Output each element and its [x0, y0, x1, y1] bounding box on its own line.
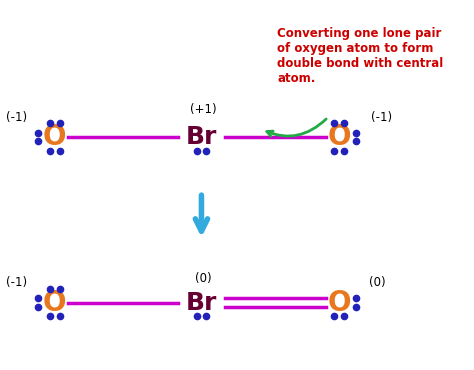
Text: (-1): (-1) — [371, 111, 392, 124]
Text: O: O — [43, 123, 66, 151]
Text: O: O — [328, 123, 351, 151]
Text: Br: Br — [186, 290, 217, 314]
Text: O: O — [328, 289, 351, 316]
Text: (-1): (-1) — [6, 276, 27, 289]
Text: Converting one lone pair
of oxygen atom to form
double bond with central
atom.: Converting one lone pair of oxygen atom … — [277, 27, 443, 85]
Text: (-1): (-1) — [6, 111, 27, 124]
Text: (0): (0) — [195, 272, 212, 285]
Text: (0): (0) — [369, 276, 385, 289]
Text: Br: Br — [186, 125, 217, 149]
Text: O: O — [43, 289, 66, 316]
Text: (+1): (+1) — [191, 103, 217, 116]
